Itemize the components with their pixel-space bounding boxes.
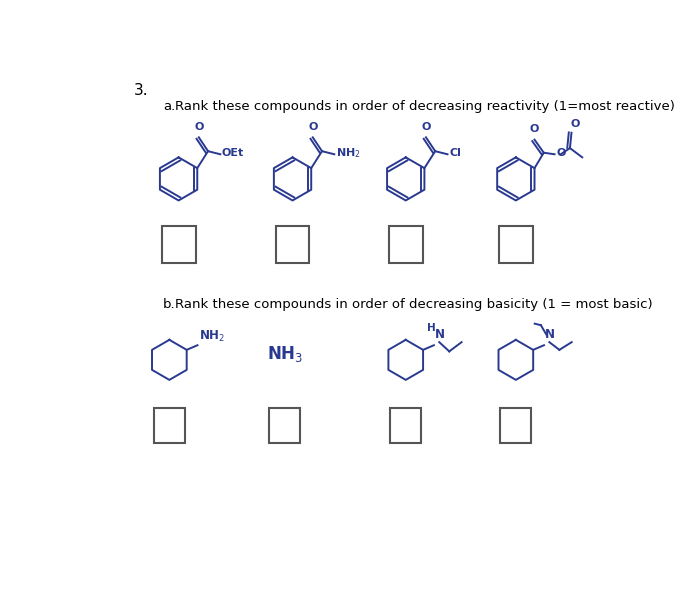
Bar	[389, 226, 422, 263]
Text: O: O	[571, 119, 580, 129]
Bar	[270, 407, 300, 443]
Bar	[162, 226, 195, 263]
Text: N: N	[545, 328, 555, 341]
Text: O: O	[556, 149, 565, 159]
Bar	[276, 226, 310, 263]
Text: Cl: Cl	[449, 149, 461, 159]
Text: a.: a.	[163, 99, 176, 113]
Text: O: O	[421, 122, 431, 132]
Text: OEt: OEt	[222, 149, 244, 159]
Text: NH$_2$: NH$_2$	[336, 147, 360, 161]
Text: b.: b.	[163, 298, 176, 311]
Text: N: N	[435, 328, 445, 341]
Text: O: O	[529, 124, 539, 134]
Text: H: H	[427, 323, 436, 333]
Text: Rank these compounds in order of decreasing basicity (1 = most basic): Rank these compounds in order of decreas…	[174, 298, 652, 311]
Bar	[500, 407, 531, 443]
Text: O: O	[194, 122, 203, 132]
Text: O: O	[308, 122, 318, 132]
Bar	[499, 226, 533, 263]
Text: NH$_2$: NH$_2$	[199, 329, 225, 344]
Text: NH$_3$: NH$_3$	[267, 344, 303, 364]
Bar	[390, 407, 421, 443]
Text: 3.: 3.	[134, 83, 149, 98]
Bar	[154, 407, 185, 443]
Text: Rank these compounds in order of decreasing reactivity (1=most reactive): Rank these compounds in order of decreas…	[174, 99, 675, 113]
